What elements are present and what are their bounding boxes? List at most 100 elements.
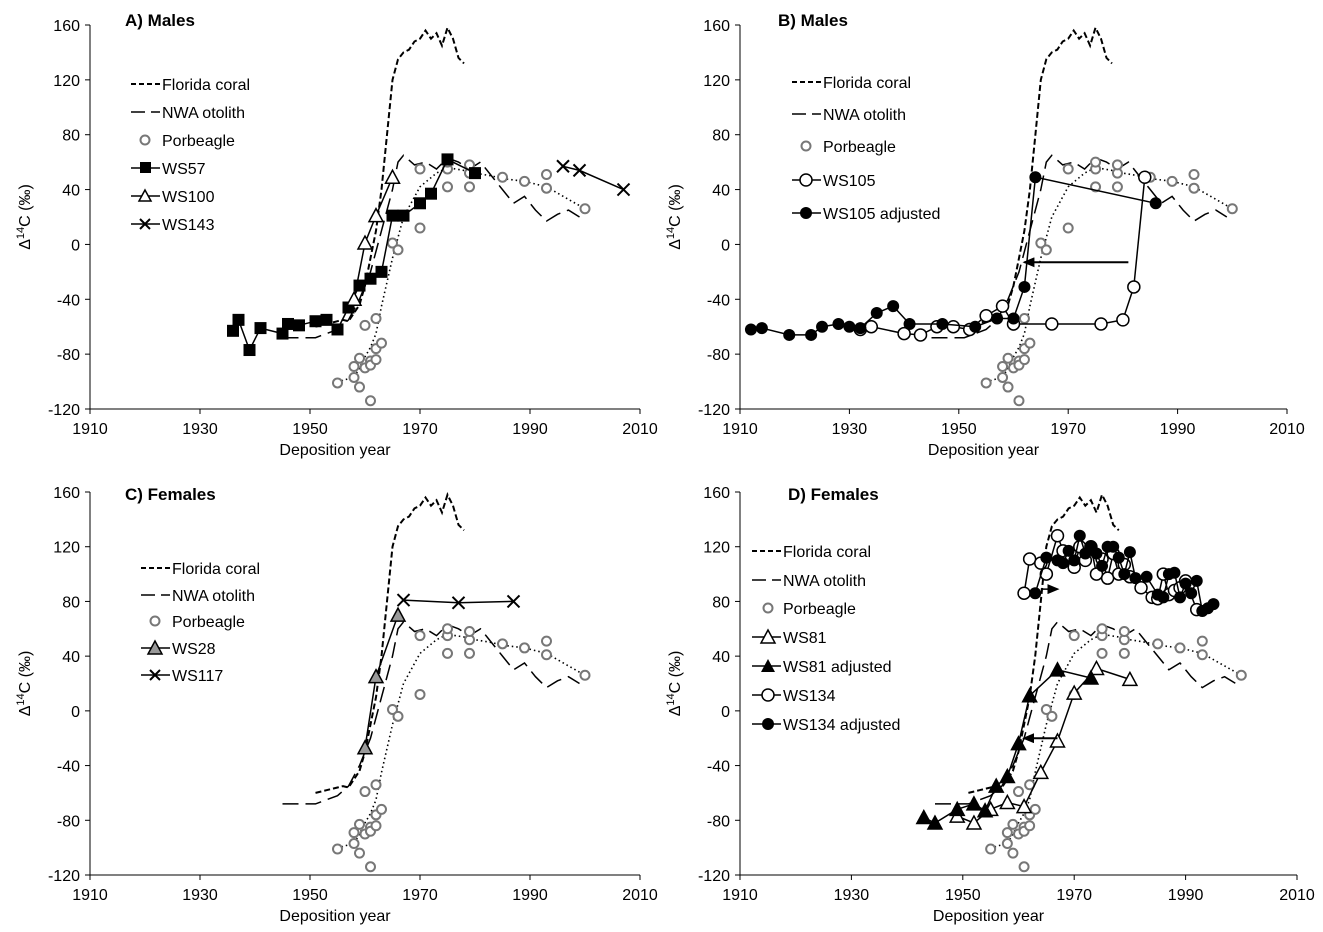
data-point-ws105-adjusted	[887, 300, 900, 313]
legend-item-ws134-adjusted: WS134 adjusted	[752, 717, 900, 734]
y-tick-label: 40	[62, 183, 80, 200]
y-tick-label: 120	[53, 540, 80, 557]
y-tick-label: 80	[62, 128, 80, 145]
axes: -120 -80 -40 0 40 80 120 160 1910 1930 1950 1970 199…	[15, 485, 658, 925]
x-tick-label: 1950	[945, 887, 981, 904]
y-axis-title: Δ14C (‰)	[665, 651, 684, 717]
porbeagle-point	[997, 360, 1009, 372]
data-point-ws81	[965, 814, 983, 830]
legend-label: WS134	[783, 688, 836, 705]
data-point-ws57	[276, 327, 289, 340]
series-line-florida-coral	[315, 25, 465, 328]
data-point-ws134-adjusted	[1123, 546, 1136, 559]
x-tick-label: 1950	[292, 421, 328, 438]
data-point-ws134-adjusted	[1096, 559, 1109, 572]
x-tick-label: 1950	[941, 421, 977, 438]
data-point-ws134-adjusted	[1090, 547, 1103, 560]
legend-label: Porbeagle	[162, 133, 235, 150]
porbeagle-point	[464, 181, 475, 193]
legend-label: WS57	[162, 161, 206, 178]
series-layer	[744, 25, 1238, 407]
porbeagle-point	[997, 371, 1009, 383]
series-line-florida-coral	[964, 25, 1113, 328]
legend-label: WS105 adjusted	[823, 206, 940, 223]
legend-label: NWA otolith	[162, 105, 245, 122]
porbeagle-point	[1166, 175, 1178, 187]
legend-label: WS28	[172, 641, 216, 658]
data-point-ws117	[396, 593, 411, 607]
legend-item-florida-coral: Florida coral	[131, 77, 250, 94]
legend-label: Florida coral	[162, 77, 250, 94]
porbeagle-point	[348, 360, 360, 372]
data-point-ws134-adjusted	[1073, 529, 1086, 542]
series-line-ws143	[562, 165, 624, 191]
data-point-ws57	[320, 313, 333, 326]
porbeagle-point	[1096, 647, 1108, 659]
porbeagle-point	[414, 163, 426, 175]
porbeagle-point	[497, 171, 508, 183]
axes: -120 -80 -40 0 40 80 120 160 1910 1930 1950 1970 199…	[665, 485, 1315, 925]
legend-label: Florida coral	[783, 544, 871, 561]
legend-item-ws105: WS105	[792, 173, 876, 190]
legend-label: WS81	[783, 630, 827, 647]
x-tick-label: 1910	[72, 887, 108, 904]
x-tick-label: 1970	[402, 887, 438, 904]
porbeagle-point	[1118, 626, 1130, 638]
x-tick-label: 1910	[72, 421, 108, 438]
porbeagle-point	[1152, 638, 1164, 650]
y-tick-label: -80	[707, 813, 730, 830]
data-point-ws105-adjusted	[969, 320, 982, 333]
porbeagle-point	[541, 649, 552, 661]
legend-item-nwa-otolith: NWA otolith	[792, 107, 906, 124]
data-point-ws134	[1100, 571, 1115, 585]
porbeagle-point	[387, 237, 398, 249]
y-tick-label: 160	[703, 485, 730, 502]
y-tick-label: 80	[62, 594, 80, 611]
x-tick-label: 1930	[832, 421, 868, 438]
data-point-ws134-adjusted	[1040, 551, 1053, 564]
x-tick-label: 1930	[182, 887, 218, 904]
data-point-ws81	[1065, 684, 1083, 700]
data-point-ws28	[367, 668, 385, 684]
y-tick-label: 80	[712, 128, 730, 145]
data-point-ws134-adjusted	[1174, 591, 1187, 604]
porbeagle-point	[354, 352, 365, 364]
y-tick-label: 40	[62, 649, 80, 666]
y-tick-label: 160	[53, 18, 80, 35]
porbeagle-point	[354, 381, 365, 393]
porbeagle-point	[1111, 181, 1123, 193]
legend-item-ws117: WS117	[141, 668, 223, 685]
porbeagle-point	[1007, 847, 1019, 859]
y-tick-label: 0	[71, 237, 80, 254]
data-point-ws105	[1127, 280, 1141, 294]
legend-label: NWA otolith	[172, 588, 255, 605]
axes: -120 -80 -40 0 40 80 120 160 1910 1930 1950 1970 199…	[15, 18, 658, 459]
data-point-ws81-adjusted	[1021, 687, 1038, 703]
data-point-ws134-adjusted	[1068, 554, 1081, 567]
data-point-ws105-adjusted	[854, 322, 867, 335]
data-point-ws81	[1032, 763, 1050, 780]
porbeagle-point	[1002, 381, 1014, 393]
data-point-ws57	[243, 344, 256, 357]
data-point-ws134-adjusted	[1157, 591, 1170, 604]
y-axis-title: Δ14C (‰)	[15, 184, 34, 250]
series-line-ws105-adjusted	[750, 176, 1156, 336]
series-line-ws100	[353, 176, 394, 300]
data-point-ws57	[282, 317, 294, 330]
series-line-ws81	[956, 667, 1131, 824]
data-point-ws81	[1015, 798, 1033, 814]
data-point-ws28	[389, 606, 407, 622]
panel-a: A) Males -120 -80 -40 0 40 80 120 160 1910 1930 19…	[15, 11, 658, 459]
data-point-ws81-adjusted	[987, 777, 1005, 793]
data-point-ws81-adjusted	[1049, 661, 1066, 677]
data-point-ws57	[425, 187, 437, 200]
legend-label: Florida coral	[823, 75, 911, 92]
legend-item-ws134: WS134	[752, 688, 836, 705]
porbeagle-point	[1013, 786, 1024, 798]
porbeagle-point	[519, 642, 530, 654]
data-point-ws105	[1138, 170, 1152, 184]
legend-item-ws105-adjusted: WS105 adjusted	[792, 206, 940, 223]
porbeagle-point	[370, 820, 382, 832]
porbeagle-point	[1018, 861, 1030, 873]
